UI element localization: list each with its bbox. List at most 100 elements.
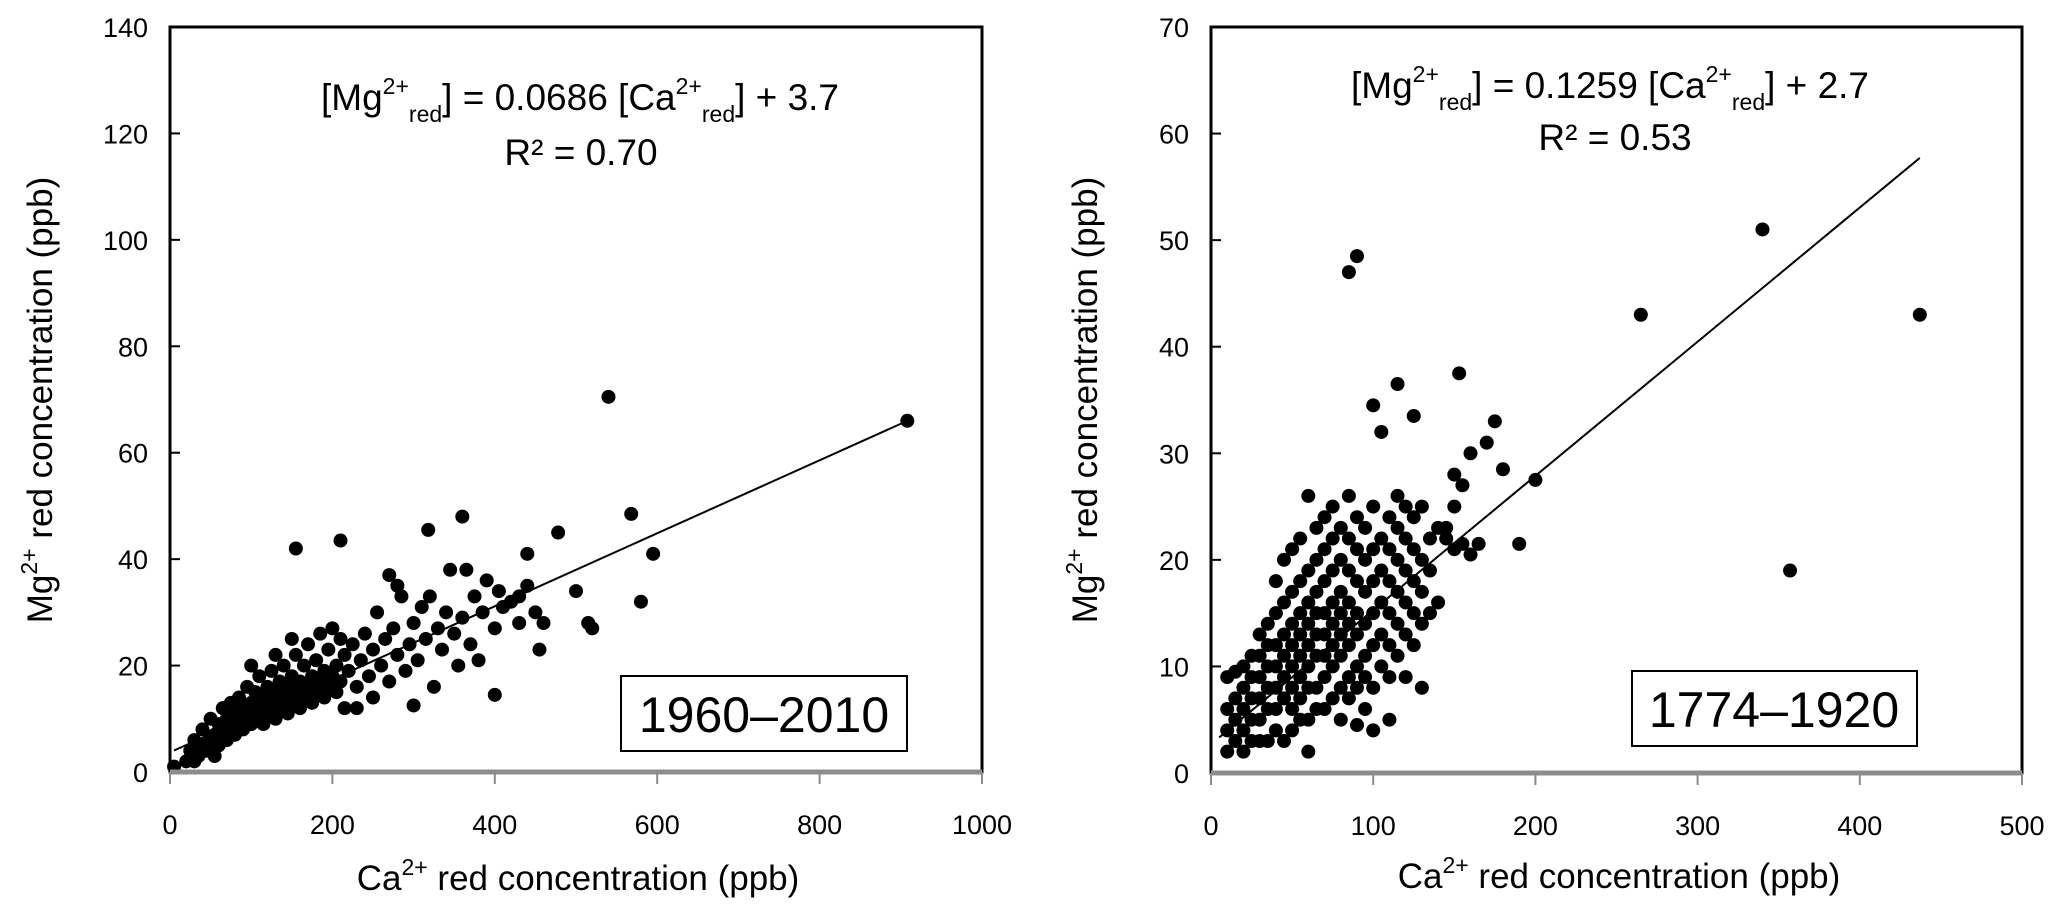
data-point <box>1912 307 1927 322</box>
data-point <box>1341 638 1356 653</box>
data-point <box>1358 520 1373 535</box>
data-point <box>1252 712 1267 727</box>
data-point <box>422 589 437 604</box>
data-point <box>1252 627 1267 642</box>
data-point <box>1439 531 1454 546</box>
data-point <box>1301 638 1316 653</box>
data-point <box>1252 670 1267 685</box>
data-point <box>366 690 380 705</box>
period-label-box <box>1631 670 1918 747</box>
axis-ticks: 0 20 40 60 80 100 120 140 0 200 400 600 800 1000 <box>103 13 1012 840</box>
x-tick-label: 0 <box>1203 811 1218 841</box>
data-point <box>512 616 527 630</box>
data-point <box>244 658 259 673</box>
data-point <box>1317 542 1332 557</box>
data-point <box>1333 606 1348 621</box>
data-point <box>349 701 364 716</box>
data-point <box>1276 627 1291 642</box>
r-squared: R² = 0.53 <box>1538 117 1691 158</box>
data-point <box>1358 648 1373 663</box>
data-point <box>1317 606 1332 621</box>
data-point <box>256 717 271 732</box>
data-point <box>1341 488 1356 503</box>
data-point <box>1220 744 1235 759</box>
data-point <box>349 679 364 694</box>
data-point <box>633 594 648 609</box>
x-tick-label: 400 <box>1837 811 1882 841</box>
data-point <box>1317 627 1332 642</box>
data-point <box>345 637 360 652</box>
data-point <box>288 647 303 662</box>
data-point <box>1293 648 1308 663</box>
data-point <box>471 653 486 668</box>
data-point <box>1333 680 1348 695</box>
data-point <box>1422 563 1437 578</box>
data-point <box>1366 499 1381 514</box>
data-point <box>1325 499 1340 514</box>
data-point <box>370 605 385 620</box>
data-point <box>329 658 344 673</box>
x-tick-label: 0 <box>162 810 177 840</box>
y-tick-label: 100 <box>103 226 148 256</box>
regression-line <box>173 419 910 752</box>
data-point <box>1268 638 1283 653</box>
data-point <box>1325 659 1340 674</box>
data-point <box>1382 542 1397 557</box>
data-point <box>1268 574 1283 589</box>
x-tick-label: 800 <box>797 810 842 840</box>
data-point <box>252 669 267 684</box>
data-point <box>1236 659 1251 674</box>
data-point <box>1301 744 1316 759</box>
data-point <box>1260 734 1275 749</box>
data-point <box>1301 595 1316 610</box>
data-point <box>1236 680 1251 695</box>
axis-ticks: 0 10 20 30 40 50 60 70 0 100 200 300 400 500 <box>1159 13 2045 841</box>
data-point <box>1228 712 1243 727</box>
data-point <box>1349 606 1364 621</box>
data-point <box>1317 702 1332 717</box>
data-point <box>1755 222 1770 237</box>
data-point <box>1325 531 1340 546</box>
data-point <box>1228 691 1243 706</box>
data-point <box>1398 499 1413 514</box>
data-point <box>1471 536 1486 551</box>
data-point <box>374 658 389 673</box>
data-point <box>1268 659 1283 674</box>
data-point <box>1220 702 1235 717</box>
y-tick-label: 10 <box>1159 652 1189 682</box>
data-point <box>1414 552 1429 567</box>
data-point <box>406 616 421 630</box>
data-point <box>268 647 283 662</box>
data-point <box>491 584 506 599</box>
data-point <box>1341 563 1356 578</box>
y-tick-label: 40 <box>1159 333 1189 363</box>
regression-line <box>1218 157 1921 739</box>
data-point <box>1414 616 1429 631</box>
data-point <box>1276 691 1291 706</box>
y-tick-label: 80 <box>118 332 148 362</box>
data-point <box>487 687 502 702</box>
data-point <box>353 653 368 668</box>
data-point <box>1276 552 1291 567</box>
data-point <box>1406 574 1421 589</box>
data-point <box>1325 691 1340 706</box>
data-point <box>1374 563 1389 578</box>
data-point <box>301 637 316 652</box>
data-point <box>1317 670 1332 685</box>
data-point <box>426 679 441 694</box>
data-point <box>1382 574 1397 589</box>
data-point <box>1276 595 1291 610</box>
r-squared: R² = 0.70 <box>504 132 657 173</box>
x-tick-label: 200 <box>1513 811 1558 841</box>
data-point <box>333 631 348 646</box>
y-tick-label: 140 <box>103 13 148 43</box>
data-point <box>382 674 397 689</box>
data-point <box>1406 542 1421 557</box>
data-point <box>1349 680 1364 695</box>
data-point <box>569 584 583 599</box>
data-point <box>1439 520 1454 535</box>
data-point <box>1463 547 1478 562</box>
data-point <box>195 722 210 737</box>
data-point <box>1455 478 1470 493</box>
regression-equation: [Mg2+red] = 0.1259 [Ca2+red] + 2.7 <box>1351 61 1869 115</box>
